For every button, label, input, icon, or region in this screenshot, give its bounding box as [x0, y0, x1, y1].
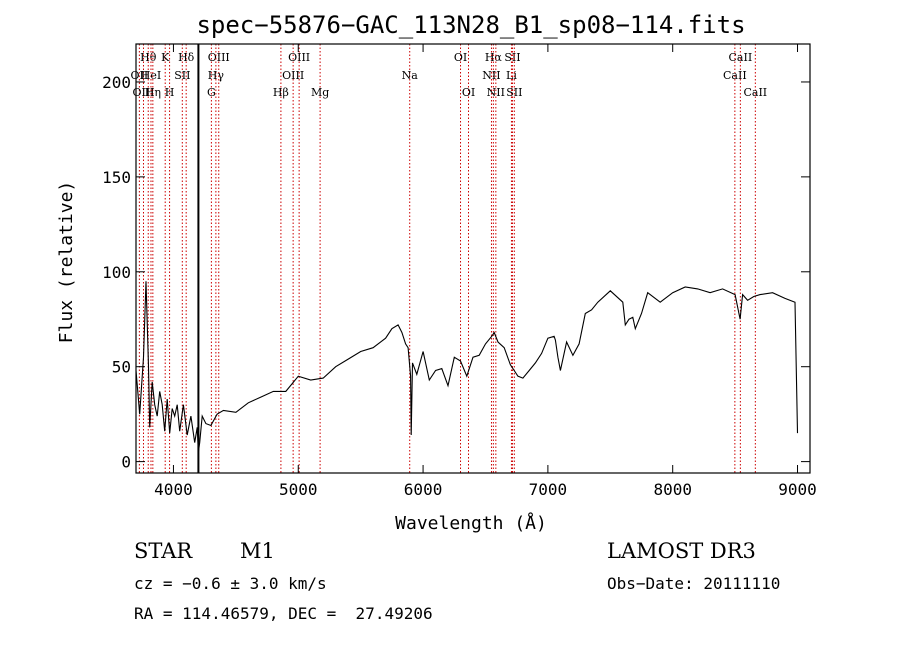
line-label: K: [161, 51, 170, 64]
line-label: OIII: [132, 86, 154, 99]
y-tick-label: 100: [102, 263, 131, 282]
line-label: NII: [482, 69, 500, 82]
y-tick-label: 0: [121, 453, 131, 472]
x-tick-label: 9000: [778, 480, 817, 499]
line-label: Hθ: [140, 51, 157, 64]
line-label: CaII: [729, 51, 753, 64]
survey-name: LAMOST DR3: [607, 539, 756, 563]
plot-frame: [135, 43, 811, 474]
line-label: OIII: [288, 51, 310, 64]
object-subclass: M1: [240, 539, 275, 563]
line-label: Hβ: [273, 86, 289, 99]
line-label: Hγ: [208, 69, 225, 82]
line-label: Li: [506, 69, 517, 82]
x-tick-label: 4000: [154, 480, 193, 499]
x-tick-label: 6000: [404, 480, 443, 499]
sky-coordinates: RA = 114.46579, DEC = 27.49206: [134, 604, 433, 623]
line-label: SII: [506, 86, 522, 99]
redshift-velocity: cz = −0.6 ± 3.0 km/s: [134, 574, 327, 593]
line-label: NII: [487, 86, 505, 99]
line-label: OI: [462, 86, 475, 99]
line-label: OIII: [208, 51, 230, 64]
line-label: G: [207, 86, 216, 99]
line-label: OIII: [282, 69, 304, 82]
line-label: HeI: [141, 69, 161, 82]
y-tick-label: 50: [112, 358, 131, 377]
y-tick-label: 150: [102, 168, 131, 187]
line-label: CaII: [723, 69, 747, 82]
x-tick-label: 5000: [279, 480, 318, 499]
line-label: Hη: [145, 86, 161, 99]
axis-ticks: 4000 5000 6000 7000 8000 9000 0 50 100 150 200: [102, 44, 817, 499]
y-axis-label: Flux (relative): [56, 181, 77, 344]
line-label: CaII: [743, 86, 767, 99]
x-tick-label: 7000: [529, 480, 568, 499]
observation-date: Obs−Date: 20111110: [607, 574, 781, 593]
spectrum-line: [135, 281, 799, 453]
line-label: Hα: [485, 51, 503, 64]
line-label: H: [165, 86, 175, 99]
x-axis-label: Wavelength (Å): [395, 512, 547, 534]
line-label: OI: [454, 51, 467, 64]
line-label: Hδ: [178, 51, 195, 64]
line-label: Na: [402, 69, 419, 82]
object-class: STAR: [134, 539, 193, 563]
y-tick-label: 200: [102, 73, 131, 92]
line-label: SII: [504, 51, 520, 64]
chart-title: spec−55876−GAC_113N28_B1_sp08−114.fits: [196, 11, 745, 39]
line-label: Mg: [311, 86, 329, 99]
line-label: SII: [174, 69, 190, 82]
x-tick-label: 8000: [653, 480, 692, 499]
